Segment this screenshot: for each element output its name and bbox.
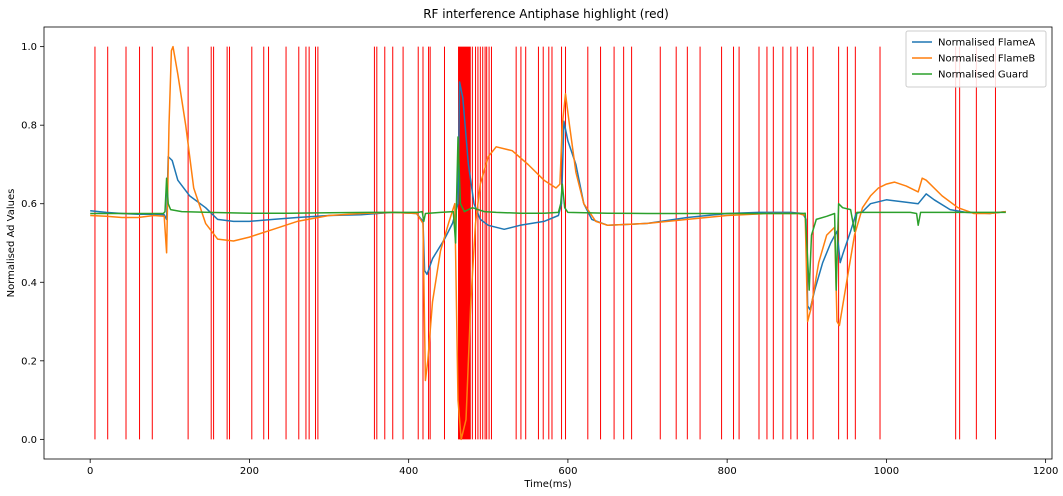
y-tick-label: 0.2 [21,356,37,367]
x-tick-label: 200 [240,466,259,477]
y-tick-label: 0.4 [21,278,37,289]
legend-box [905,30,1047,88]
series-line-2 [90,45,1006,441]
x-axis: 0 200 400 600 800 1000 1200 [87,459,1058,477]
x-tick-label: 1000 [874,466,899,477]
x-tick-label: 0 [87,466,93,477]
series-line-3 [90,136,1006,291]
y-axis-label: Normalised Ad Values [6,189,17,298]
y-tick-label: 1.0 [21,42,37,53]
y-tick-label: 0.0 [21,435,37,446]
legend-label: Normalised FlameA [938,38,1035,49]
y-axis: 0.0 0.2 0.4 0.6 0.8 1.0 [21,42,44,446]
x-axis-label: Time(ms) [523,479,571,490]
y-tick-label: 0.8 [21,121,37,132]
highlight-layer [94,46,996,440]
chart-title: RF interference Antiphase highlight (red… [423,7,669,21]
legend: Normalised FlameA Normalised FlameB Normal… [905,30,1047,88]
y-tick-label: 0.6 [21,199,37,210]
legend-label: Normalised FlameB [938,54,1035,65]
x-tick-label: 600 [558,466,577,477]
plot-area [90,45,1006,441]
series-layer [90,45,1006,441]
series-line-1 [90,81,1006,311]
x-tick-label: 1200 [1033,466,1058,477]
plot-frame [43,26,1053,460]
highlight-band [458,46,471,440]
x-tick-label: 800 [718,466,737,477]
x-tick-label: 400 [399,466,418,477]
legend-label: Normalised Guard [938,70,1028,81]
